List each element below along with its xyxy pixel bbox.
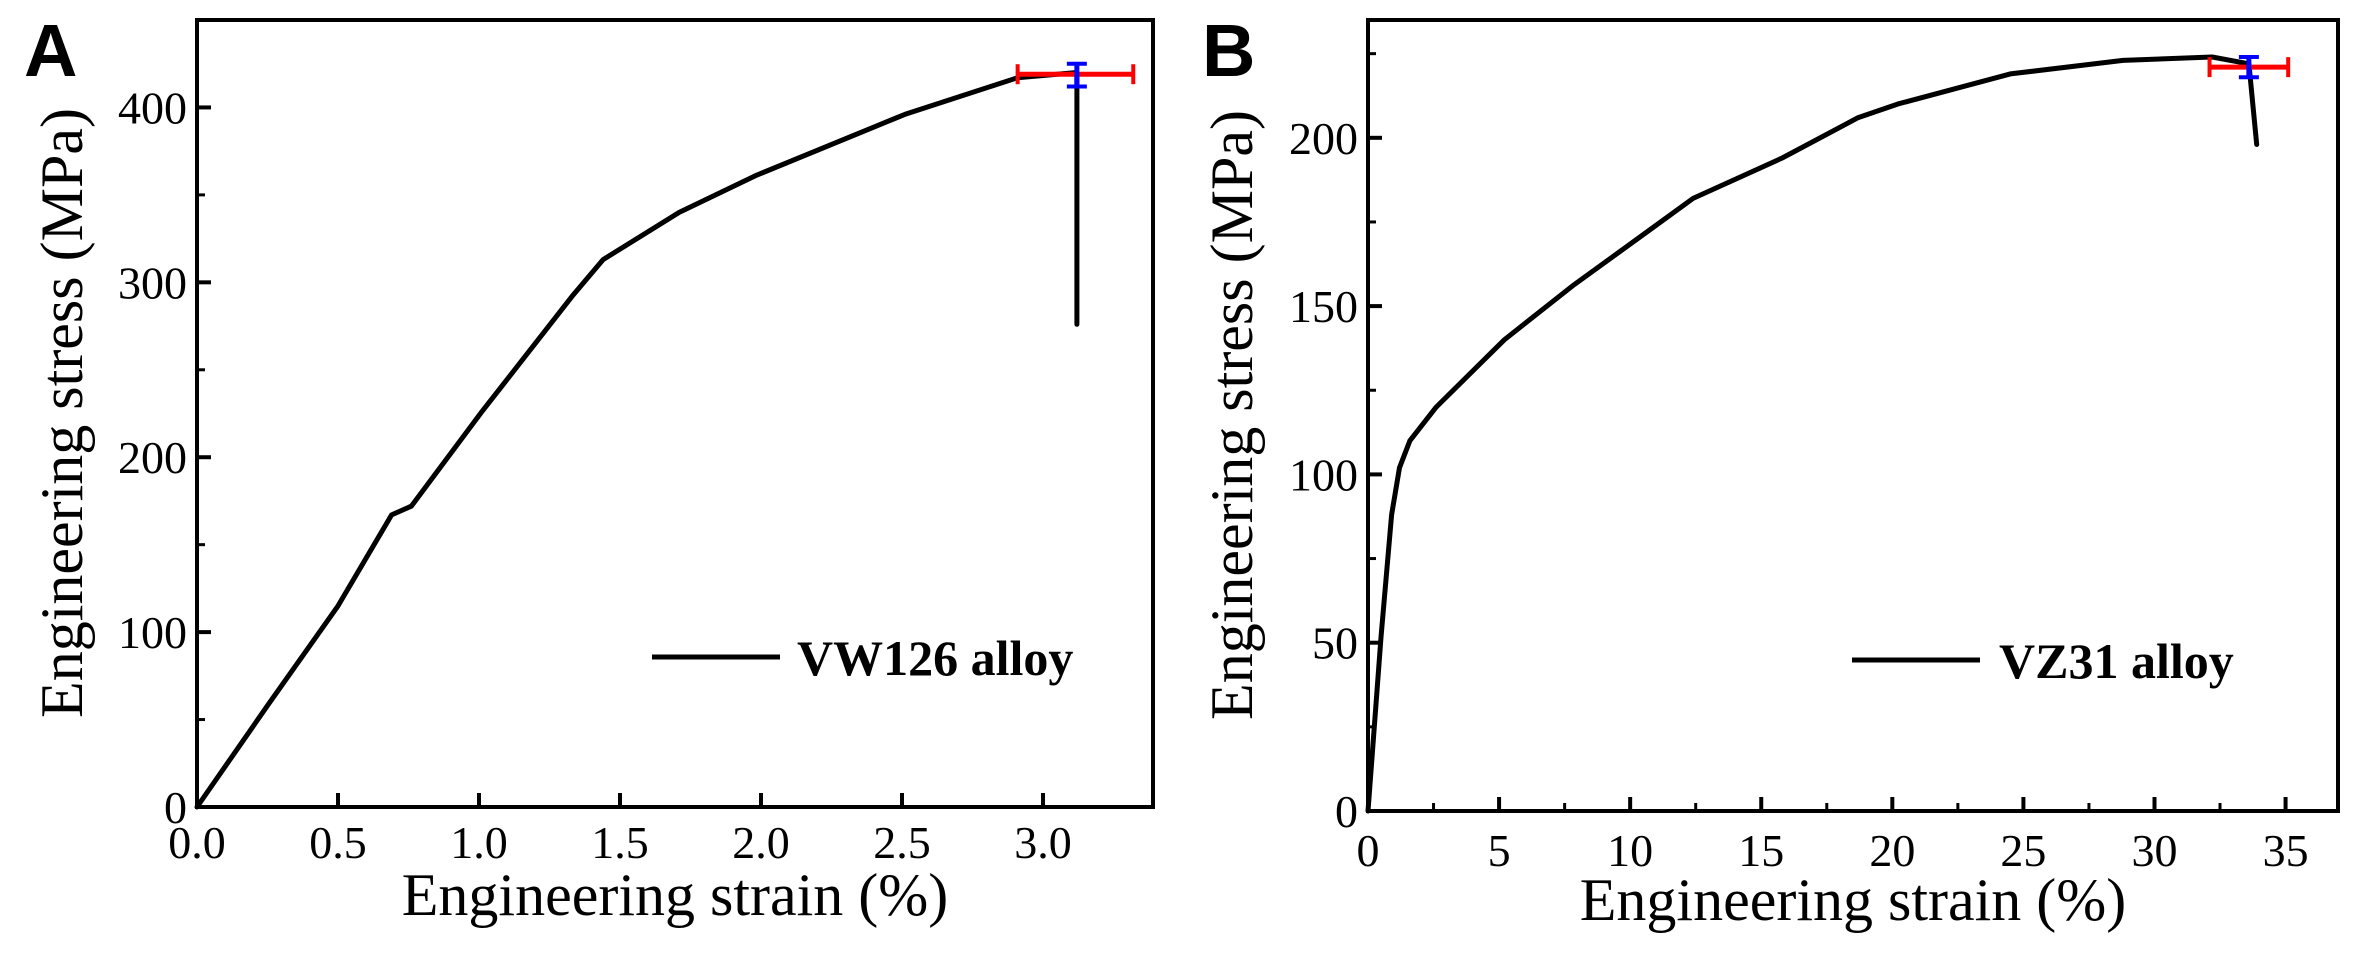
x-tick-label: 3.0 bbox=[1014, 817, 1072, 868]
x-tick-label: 10 bbox=[1607, 825, 1653, 876]
panel-a: A Engineering strain (%) Engineering str… bbox=[24, 9, 1155, 928]
y-tick-label: 150 bbox=[1289, 281, 1358, 332]
series-line bbox=[1365, 54, 2260, 814]
x-tick-label: 0.5 bbox=[309, 817, 367, 868]
y-tick-label: 200 bbox=[1289, 113, 1358, 164]
legend-label: VW126 alloy bbox=[797, 630, 1073, 686]
x-tick-label: 0 bbox=[1357, 825, 1380, 876]
x-tick-label: 2.0 bbox=[732, 817, 790, 868]
legend-label: VZ31 alloy bbox=[1999, 633, 2234, 689]
panel-label: A bbox=[24, 9, 77, 92]
x-tick-label: 30 bbox=[2131, 825, 2177, 876]
y-tick-label: 50 bbox=[1312, 618, 1358, 669]
x-tick-label: 1.5 bbox=[591, 817, 649, 868]
x-tick-label: 1.0 bbox=[450, 817, 508, 868]
series-line bbox=[194, 70, 1080, 810]
plot-frame bbox=[195, 18, 1155, 809]
plot-frame bbox=[1366, 18, 2340, 813]
y-tick-label: 0 bbox=[164, 782, 187, 833]
y-tick-label: 100 bbox=[1289, 449, 1358, 500]
y-tick-label: 100 bbox=[118, 607, 187, 658]
x-tick-label: 2.5 bbox=[873, 817, 931, 868]
x-tick-label: 5 bbox=[1488, 825, 1511, 876]
y-axis-title: Engineering stress (MPa) bbox=[1199, 110, 1265, 720]
y-axis-title: Engineering stress (MPa) bbox=[29, 108, 95, 718]
y-tick-label: 300 bbox=[118, 257, 187, 308]
x-tick-label: 15 bbox=[1738, 825, 1784, 876]
x-tick-label: 0.0 bbox=[168, 817, 226, 868]
panel-b: B Engineering strain (%) Engineering str… bbox=[1199, 9, 2340, 933]
x-axis-title: Engineering strain (%) bbox=[1580, 867, 2126, 933]
x-tick-label: 20 bbox=[1869, 825, 1915, 876]
x-tick-label: 35 bbox=[2263, 825, 2309, 876]
y-tick-label: 0 bbox=[1335, 786, 1358, 837]
x-axis-title: Engineering strain (%) bbox=[402, 862, 948, 928]
x-tick-label: 25 bbox=[2000, 825, 2046, 876]
panel-label: B bbox=[1202, 9, 1255, 92]
y-tick-label: 400 bbox=[118, 82, 187, 133]
y-tick-label: 200 bbox=[118, 432, 187, 483]
